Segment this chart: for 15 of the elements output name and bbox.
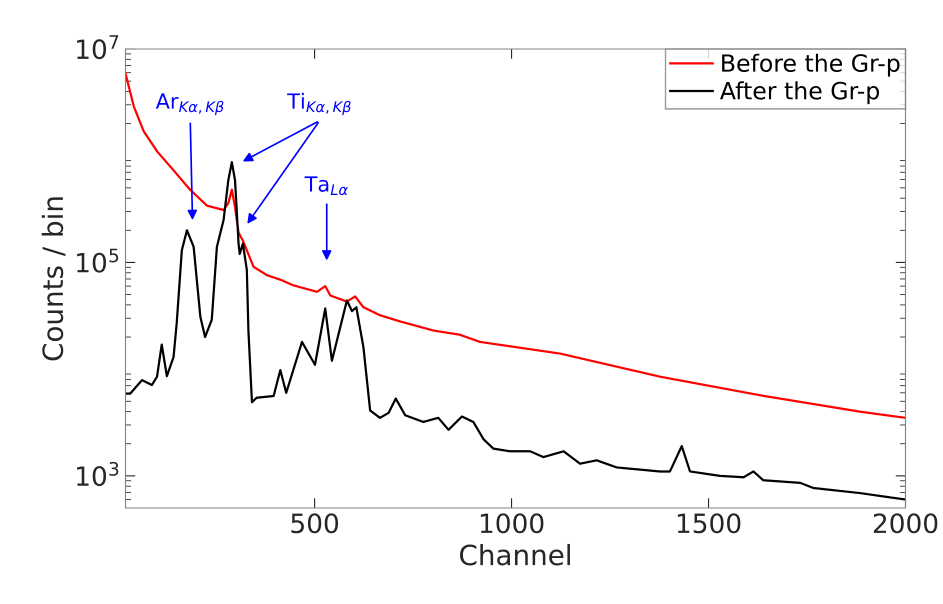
x-tick-label: 1500 — [678, 513, 740, 534]
legend-label: Before the Gr-p — [722, 54, 900, 77]
x-tick-label: 1000 — [480, 513, 544, 534]
y-tick-label: 10$^{3}$ — [77, 462, 118, 486]
annotation: Ti$_{Kα,Kβ}$ — [287, 92, 351, 116]
legend-label: After the Gr-p — [720, 81, 879, 104]
y-tick-label: 10$^{7}$ — [77, 35, 118, 60]
x-tick-label: 500 — [291, 513, 338, 534]
y-tick-label: 10$^{5}$ — [77, 248, 118, 273]
x-tick-label: 2000 — [874, 513, 938, 534]
x-axis-title: Channel — [460, 544, 570, 566]
y-axis-title: Counts / bin — [42, 197, 66, 360]
annotation: Ar$_{Kα,Kβ}$ — [156, 93, 224, 116]
annotation: Ta$_{Lα}$ — [304, 176, 348, 196]
line-series — [126, 161, 906, 501]
